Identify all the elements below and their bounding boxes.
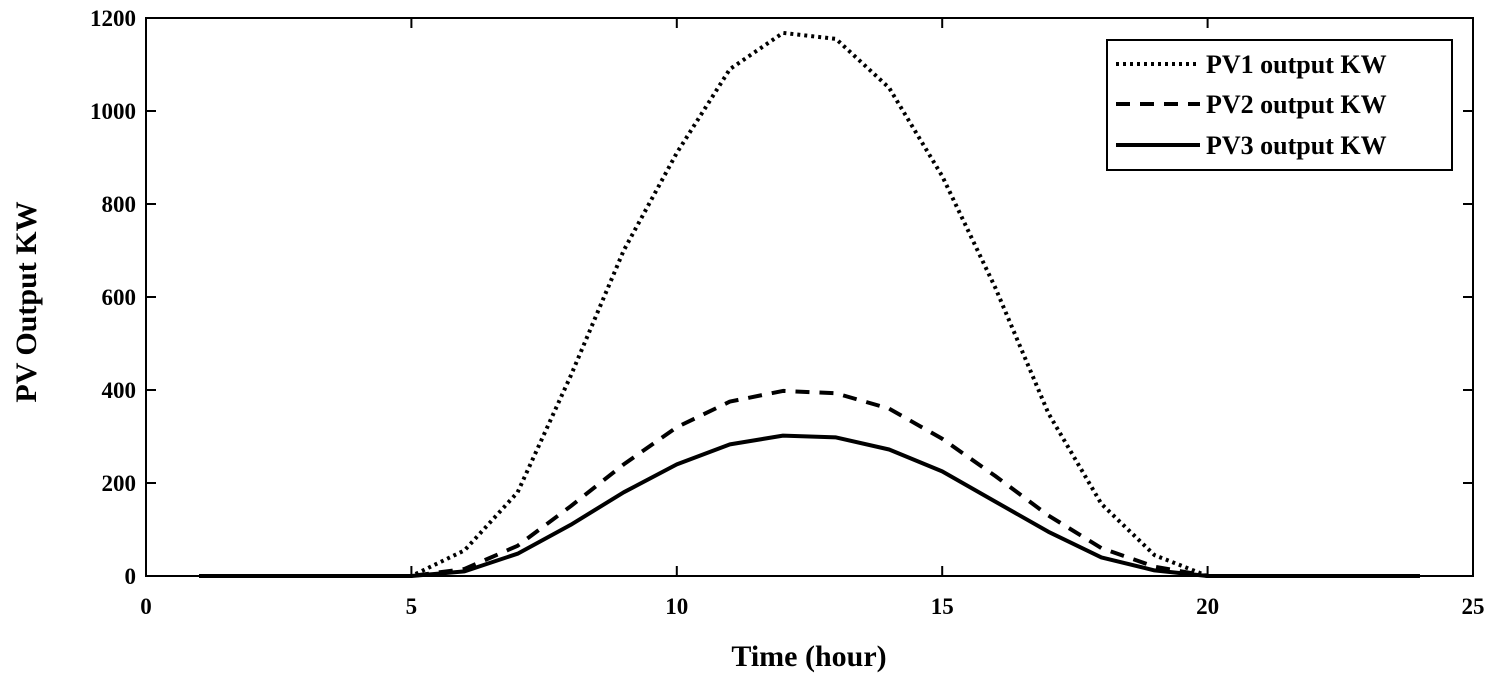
y-tick-label: 800	[102, 192, 137, 217]
y-tick-labels: 0 200 400 600 800 1000 1200	[90, 6, 136, 589]
series-line-pv2	[199, 388, 1420, 578]
x-tick-label: 10	[665, 594, 688, 619]
x-tick-label: 20	[1196, 594, 1219, 619]
x-axis-title: Time (hour)	[731, 640, 886, 673]
x-tick-labels: 0 5 10 15 20 25	[140, 594, 1484, 619]
x-tick-label: 15	[931, 594, 954, 619]
y-tick-label: 1000	[90, 99, 136, 124]
series-line-pv3	[199, 433, 1420, 578]
x-tick-label: 25	[1462, 594, 1485, 619]
x-tick-label: 0	[140, 594, 152, 619]
x-tick-label: 5	[406, 594, 418, 619]
plot-frame	[145, 17, 1474, 577]
legend-label-pv3: PV3 output KW	[1206, 131, 1387, 160]
legend-label-pv2: PV2 output KW	[1206, 90, 1387, 119]
y-tick-label: 600	[102, 285, 137, 310]
y-tick-label: 400	[102, 378, 137, 403]
y-tick-label: 200	[102, 471, 137, 496]
y-tick-label: 0	[125, 564, 137, 589]
legend-label-pv1: PV1 output KW	[1206, 50, 1387, 79]
y-axis-title: PV Output KW	[10, 201, 43, 402]
legend: PV1 output KW PV2 output KW PV3 output K…	[1106, 39, 1453, 171]
y-tick-label: 1200	[90, 6, 136, 31]
